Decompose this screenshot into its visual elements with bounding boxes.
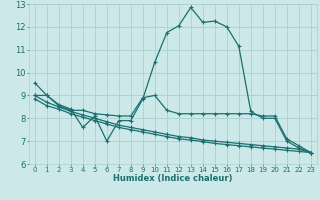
X-axis label: Humidex (Indice chaleur): Humidex (Indice chaleur)	[113, 174, 233, 183]
